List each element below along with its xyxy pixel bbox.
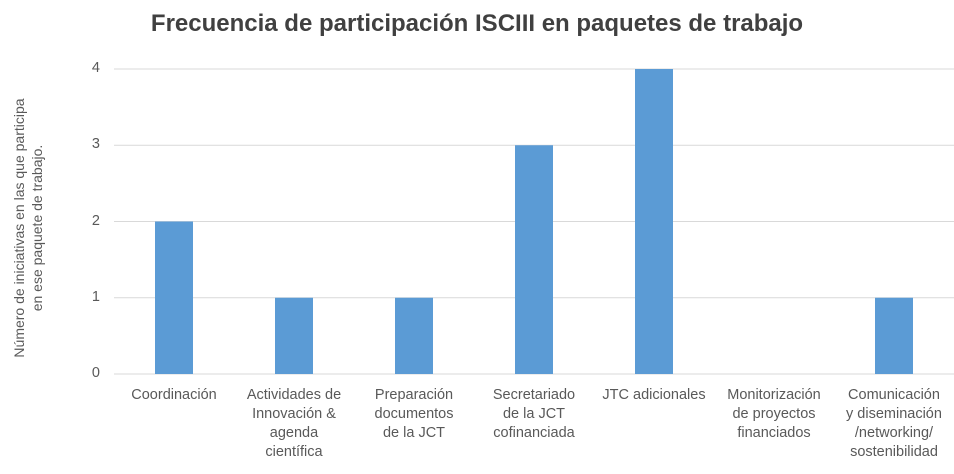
bar bbox=[515, 145, 553, 374]
x-tick-label: Monitorización de proyectos financiados bbox=[727, 387, 821, 441]
y-tick-label: 2 bbox=[91, 212, 100, 229]
x-tick-label: Coordinación bbox=[131, 387, 217, 403]
y-tick-label: 0 bbox=[91, 365, 100, 381]
y-axis-label: Número de iniciativas en las que partici… bbox=[11, 98, 45, 358]
bar bbox=[275, 297, 313, 374]
bar bbox=[875, 297, 913, 374]
bar bbox=[395, 297, 433, 374]
bar bbox=[635, 69, 673, 374]
x-tick-label: Comunicación y diseminación /networking/… bbox=[846, 387, 942, 460]
y-tick-label: 4 bbox=[91, 60, 100, 76]
y-tick-label: 3 bbox=[91, 136, 100, 153]
x-tick-label: Secretariado de la JCT cofinanciada bbox=[492, 387, 576, 441]
bar bbox=[155, 221, 193, 374]
y-tick-label: 1 bbox=[91, 288, 100, 305]
chart-title: Frecuencia de participación ISCIII en pa… bbox=[150, 10, 804, 37]
x-tick-label: Actividades de Innovación & agenda cient… bbox=[246, 387, 342, 460]
x-tick-label: Preparación documentos de la JCT bbox=[374, 387, 454, 441]
x-tick-label: JTC adicionales bbox=[602, 387, 706, 403]
